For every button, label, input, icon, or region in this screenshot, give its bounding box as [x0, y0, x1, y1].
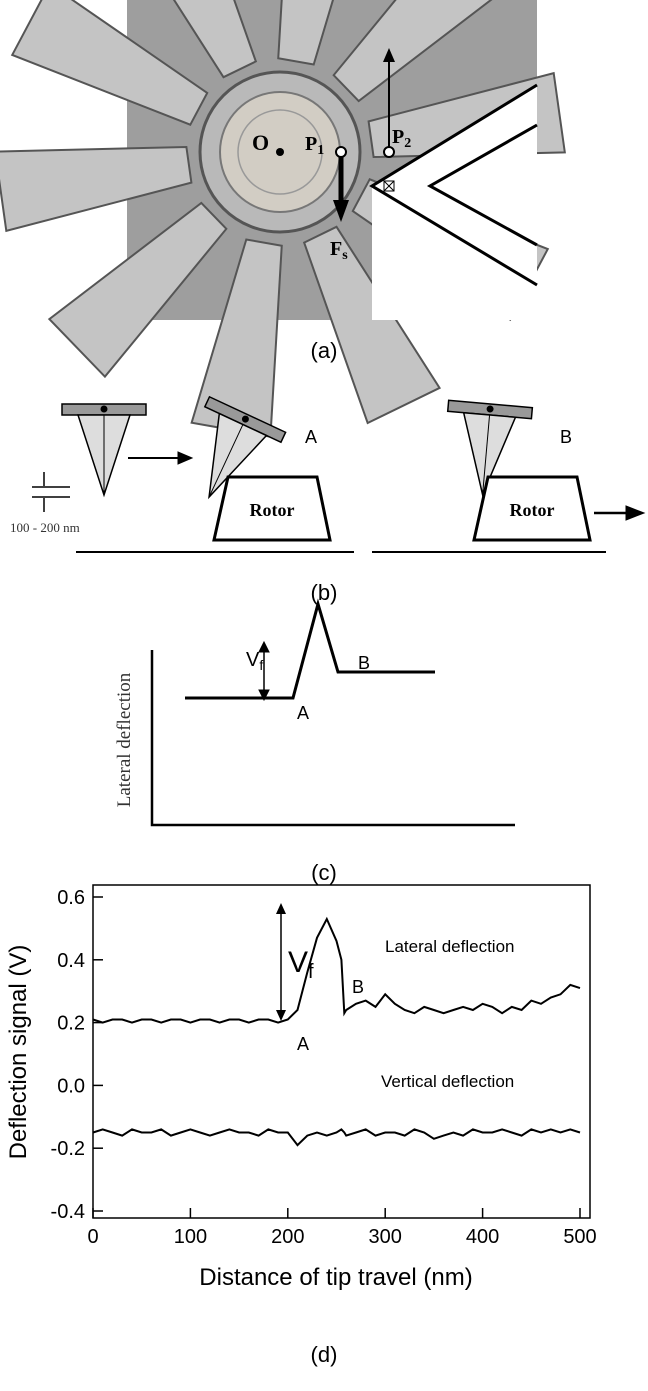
vf-sub: f — [259, 657, 263, 673]
panel-c — [152, 604, 515, 825]
label-p1-main: P — [305, 133, 317, 155]
figure: O P1 P2 Fs (a) — [0, 0, 648, 1391]
y-tick-label: -0.2 — [51, 1138, 85, 1160]
caption: (d) — [311, 1342, 338, 1367]
y-tick-label: 0.6 — [57, 887, 85, 909]
x-tick-label: 500 — [563, 1226, 596, 1248]
motion-arrow-head — [178, 452, 192, 464]
series-label: Vertical deflection — [381, 1072, 514, 1091]
caption: (b) — [311, 580, 338, 605]
schematic-signal — [185, 604, 435, 698]
label-a: A — [297, 703, 309, 723]
panel-b — [32, 397, 644, 552]
point-p1 — [336, 147, 346, 157]
label-p2-sub: 2 — [404, 136, 411, 151]
vf-head — [276, 903, 286, 914]
label-fs-main: F — [330, 238, 342, 260]
series-line — [93, 1129, 580, 1145]
x-tick-label: 100 — [174, 1226, 207, 1248]
y-tick-label: -0.4 — [51, 1201, 85, 1223]
rotor-label: Rotor — [510, 500, 555, 520]
y-tick-label: 0.2 — [57, 1013, 85, 1035]
label-b: B — [358, 653, 370, 673]
x-tick-label: 0 — [87, 1226, 98, 1248]
series-label: Lateral deflection — [385, 937, 514, 956]
x-tick-label: 200 — [271, 1226, 304, 1248]
tip-dot — [101, 406, 107, 412]
axes — [152, 650, 515, 825]
y-tick-label: 0.0 — [57, 1075, 85, 1097]
y-axis-label: Deflection signal (V) — [5, 945, 32, 1160]
vf-head — [276, 1010, 286, 1021]
x-tick-label: 300 — [369, 1226, 402, 1248]
vf-head — [259, 642, 269, 652]
vf-sub: f — [308, 961, 314, 983]
y-tick-label: 0.4 — [57, 950, 85, 972]
panel-a: O P1 P2 Fs (a) — [0, 0, 565, 437]
label-o: O — [252, 130, 269, 155]
rotor-label: Rotor — [250, 500, 295, 520]
point-o — [276, 148, 284, 156]
y-axis-label: Lateral deflection — [114, 672, 135, 807]
label-p2-main: P — [392, 126, 404, 148]
caption: (c) — [311, 860, 337, 885]
tip-dot — [487, 406, 494, 413]
caption: (a) — [311, 338, 338, 363]
x-axis-label: Distance of tip travel (nm) — [199, 1264, 472, 1291]
annotation-b: B — [352, 977, 364, 997]
label-p1-sub: 1 — [317, 143, 324, 158]
point-p2 — [384, 147, 394, 157]
gap-label: 100 - 200 nm — [10, 520, 80, 535]
vf-main: V — [288, 946, 308, 979]
label-a: A — [305, 427, 317, 447]
series-line — [93, 919, 580, 1023]
plot-frame — [93, 885, 590, 1218]
rotor-arrow-head — [626, 506, 644, 520]
x-tick-label: 400 — [466, 1226, 499, 1248]
vf-main: V — [246, 649, 260, 671]
chart: -0.4 -0.2 0.0 0.2 0.4 0.6 0 100 200 300 400 500 Dist… — [5, 885, 597, 1367]
vf-label: Vf — [288, 946, 314, 983]
vf-label: Vf — [246, 649, 263, 673]
label-b: B — [560, 427, 572, 447]
annotation-a: A — [297, 1034, 309, 1054]
label-fs-sub: s — [342, 248, 348, 263]
